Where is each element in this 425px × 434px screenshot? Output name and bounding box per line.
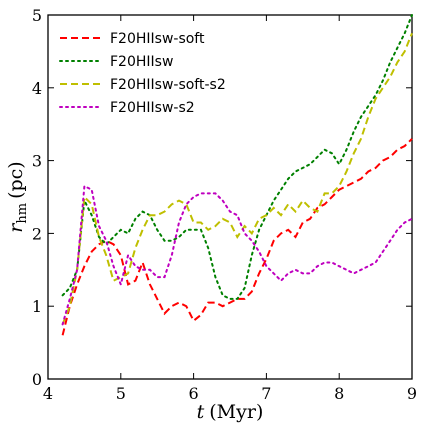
y-tick-label: 0 (32, 370, 42, 389)
y-axis-label: rhm(pc) (5, 161, 30, 232)
x-tick-label: 6 (189, 384, 199, 403)
series-line-4 (61, 184, 413, 326)
y-tick-label: 1 (32, 297, 42, 316)
x-tick-label: 8 (334, 384, 344, 403)
legend-label-3: F20HIIsw-soft-s2 (110, 77, 226, 93)
legend-label-1: F20HIIsw-soft (110, 31, 205, 47)
legend: F20HIIsw-soft F20HIIsw F20HIIsw-soft-s2 F20… (59, 31, 226, 116)
ticks: 4 5 6 7 8 9 0 1 2 3 4 5 (32, 6, 417, 403)
plot-frame (47, 14, 413, 380)
x-tick-label: 5 (116, 384, 126, 403)
y-tick-label: 2 (32, 224, 42, 243)
x-tick-label: 4 (43, 384, 53, 403)
y-tick-label: 5 (32, 6, 42, 25)
series-line-3 (61, 32, 413, 325)
x-tick-label: 9 (407, 384, 417, 403)
legend-label-4: F20HIIsw-s2 (110, 100, 195, 116)
x-tick-label: 7 (261, 384, 271, 403)
legend-label-2: F20HIIsw (110, 54, 173, 70)
x-axis-label: t (Myr) (197, 401, 264, 423)
series-lines (61, 14, 413, 336)
series-line-2 (61, 14, 413, 300)
y-tick-label: 4 (32, 79, 42, 98)
y-tick-label: 3 (32, 152, 42, 171)
